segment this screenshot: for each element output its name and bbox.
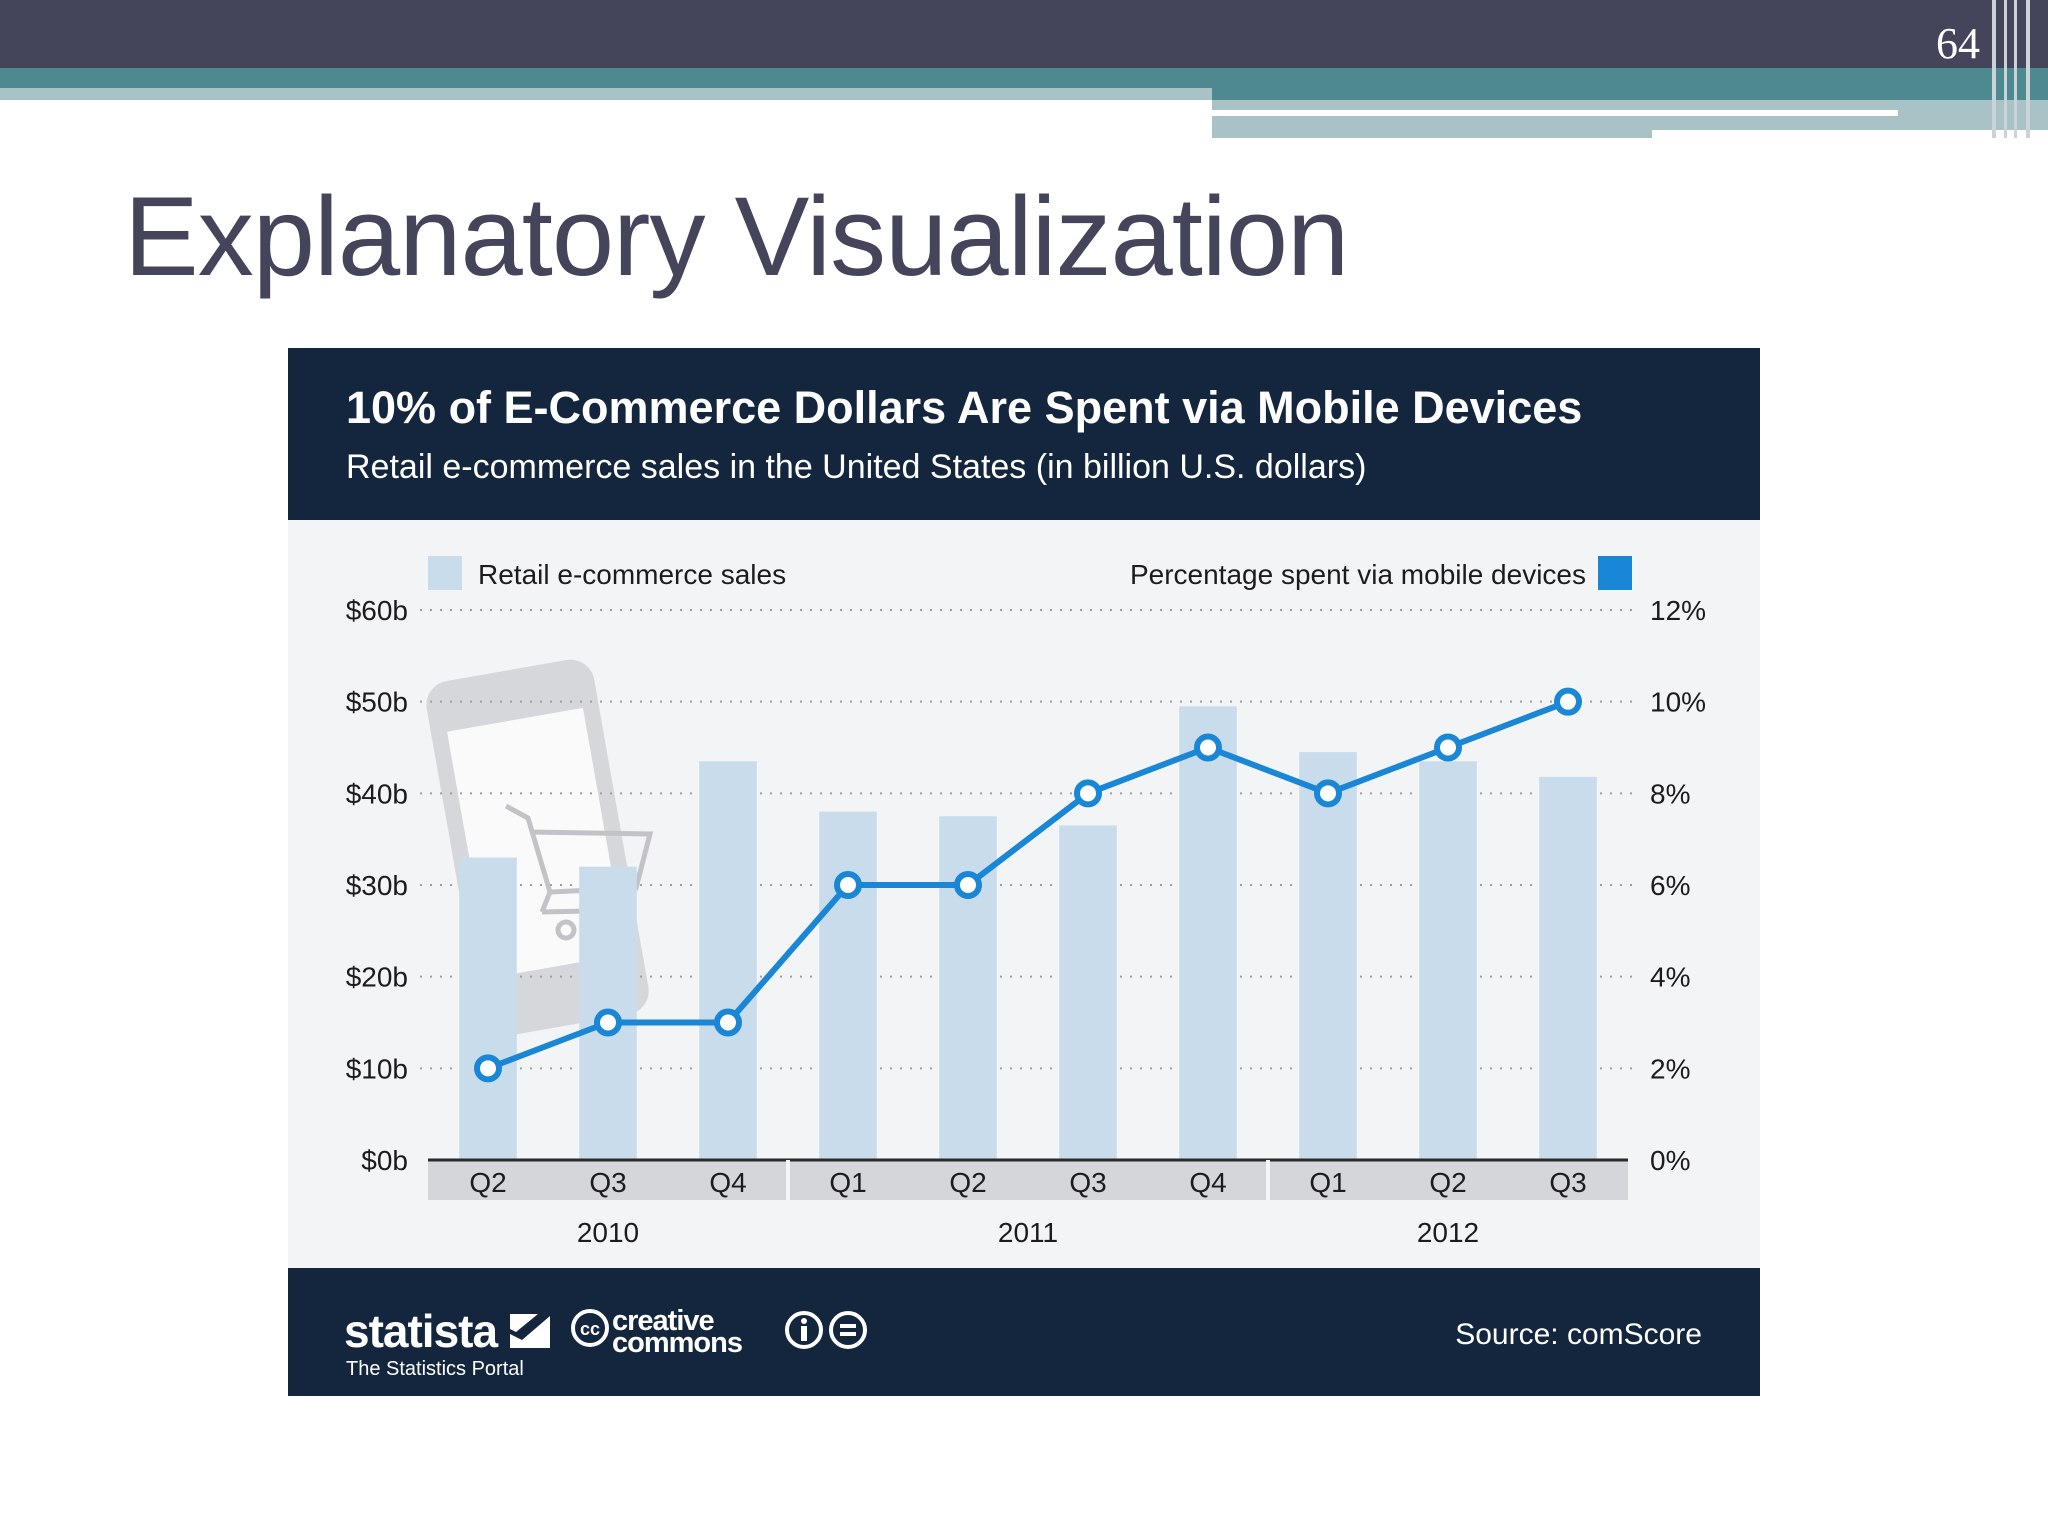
x-tick-label: Q2 (469, 1167, 506, 1198)
chart-subtitle: Retail e-commerce sales in the United St… (346, 448, 1367, 486)
mobile-share-point (714, 1008, 742, 1037)
brand-tagline: The Statistics Portal (346, 1358, 524, 1380)
bar (1179, 706, 1237, 1160)
source-note: Source: comScore (1455, 1318, 1702, 1351)
legend-swatch-sales (428, 556, 462, 590)
x-group-label: 2012 (1417, 1217, 1479, 1248)
y-right-tick-label: 10% (1650, 687, 1706, 718)
y-right-tick-label: 4% (1650, 962, 1690, 993)
mobile-share-point (594, 1008, 622, 1037)
statista-logo: statista The Statistics Portal (344, 1304, 552, 1380)
bar (1539, 776, 1597, 1160)
slide-number: 64 (1936, 19, 1980, 68)
chart-plot: $0b $10b $20b $30b $40b $50b $60b 0% 2% 4% 6% 8% 10%… (346, 556, 1706, 1248)
x-axis-band (428, 1160, 1628, 1200)
edge-line-1 (1992, 0, 1996, 138)
light-stripe (0, 88, 1212, 100)
slide-top-bar (0, 0, 2048, 68)
teal-stripe (0, 68, 1212, 88)
x-tick-label: Q4 (1189, 1167, 1226, 1198)
svg-text:cc: cc (580, 1319, 600, 1339)
y-left-tick-label: $40b (346, 778, 408, 809)
brand-name: statista (344, 1305, 498, 1357)
group-separator (786, 1160, 790, 1200)
x-tick-label: Q2 (1429, 1167, 1466, 1198)
y-right-tick-label: 8% (1650, 778, 1690, 809)
bar (459, 857, 517, 1160)
x-group-label: 2011 (998, 1217, 1058, 1248)
cc-line-2: commons (612, 1327, 743, 1359)
x-tick-label: Q3 (589, 1167, 626, 1198)
right-white-line-2 (1652, 130, 2048, 138)
edge-line-3 (2014, 0, 2017, 138)
y-right-tick-label: 12% (1650, 595, 1706, 626)
mobile-share-point (1314, 779, 1342, 808)
slide-title: Explanatory Visualization (124, 174, 1349, 299)
bar (1419, 761, 1477, 1160)
x-group-label: 2010 (577, 1217, 639, 1248)
bar (1299, 752, 1357, 1160)
cc-icon: cc (571, 1309, 609, 1347)
y-left-tick-label: $60b (346, 595, 408, 626)
legend-swatch-mobile (1598, 556, 1632, 590)
x-tick-label: Q3 (1549, 1167, 1586, 1198)
mobile-share-point (954, 871, 982, 899)
cc-wordmark: creative commons (612, 1305, 852, 1359)
right-white-line (1212, 110, 1898, 116)
attribution-icon (785, 1311, 823, 1349)
mobile-share-point (1194, 733, 1222, 762)
bar (1059, 825, 1117, 1160)
mobile-share-point (1554, 687, 1582, 716)
mobile-share-point (1434, 733, 1462, 762)
y-left-tick-label: $30b (346, 870, 408, 901)
cc-line-1: creative (612, 1305, 715, 1337)
bar (819, 811, 877, 1160)
mobile-share-line (486, 698, 1570, 1072)
edge-line-4 (2026, 0, 2030, 138)
group-separator (1266, 1160, 1270, 1200)
x-tick-label: Q1 (1309, 1167, 1346, 1198)
chart-header: 10% of E-Commerce Dollars Are Spent via … (288, 348, 1760, 520)
x-tick-label: Q1 (829, 1167, 866, 1198)
legend-label-mobile: Percentage spent via mobile devices (1130, 559, 1586, 590)
mobile-share-point (834, 871, 862, 899)
y-left-tick-label: $0b (361, 1145, 408, 1176)
x-tick-label: Q3 (1069, 1167, 1106, 1198)
y-right-tick-label: 0% (1650, 1145, 1690, 1176)
chart-card: 10% of E-Commerce Dollars Are Spent via … (288, 348, 1760, 1396)
x-tick-label: Q4 (709, 1167, 746, 1198)
x-tick-label: Q2 (949, 1167, 986, 1198)
mobile-share-point (1074, 779, 1102, 808)
y-left-tick-label: $10b (346, 1053, 408, 1084)
chart-title: 10% of E-Commerce Dollars Are Spent via … (346, 382, 1583, 433)
y-right-tick-label: 2% (1650, 1053, 1690, 1084)
mobile-share-point (474, 1054, 502, 1083)
y-left-tick-label: $20b (346, 962, 408, 993)
bar (699, 761, 757, 1160)
statista-logo-icon (509, 1314, 550, 1348)
edge-line-2 (2004, 0, 2007, 138)
chart-footer: statista The Statistics Portal cc creati… (288, 1268, 1760, 1396)
legend-label-sales: Retail e-commerce sales (478, 559, 786, 590)
y-left-tick-label: $50b (346, 687, 408, 718)
y-right-tick-label: 6% (1650, 870, 1690, 901)
no-derivatives-icon (829, 1311, 867, 1349)
right-teal-block (1212, 68, 2048, 100)
